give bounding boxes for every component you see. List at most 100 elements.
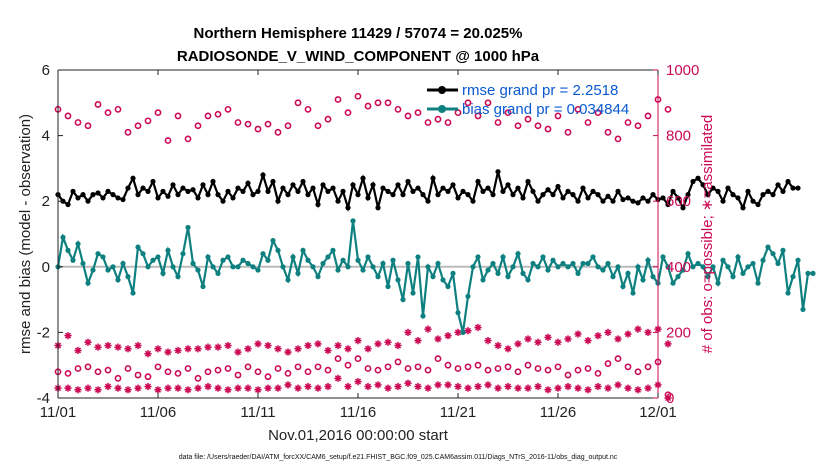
y-tick-label-left: 0 [42,259,50,276]
obs-possible-marker [304,368,312,376]
obs-assimilated-marker [214,384,222,392]
y-tick-label-right: 600 [666,193,691,210]
obs-possible-marker [244,120,252,128]
obs-assimilated-marker [594,332,602,340]
bias-point [210,264,216,270]
obs-possible-marker [234,371,242,379]
obs-possible-marker [234,119,242,126]
rmse-point [335,198,341,204]
obs-possible-marker [564,371,572,379]
bias-point [300,247,306,253]
bias-point [120,260,126,267]
bias-point [485,267,491,273]
obs-assimilated-marker [134,341,142,350]
legend-label-bias: bias grand pr = 0.034844 [462,101,629,118]
rmse-point [415,185,421,191]
bias-point [495,270,501,276]
obs-possible-marker [524,361,532,369]
obs-possible-marker [334,355,342,363]
rmse-point [105,188,111,194]
obs-possible-marker [574,105,582,113]
rmse-point [435,192,441,198]
rmse-point [475,178,481,185]
bias-point [670,280,676,286]
rmse-point [460,188,466,194]
obs-possible-marker [224,105,232,113]
rmse-point [130,175,136,181]
obs-assimilated-marker [104,382,112,391]
obs-assimilated-marker [284,348,292,356]
bias-point [260,251,266,257]
bias-point [315,274,321,280]
bias-point [745,264,751,270]
bias-point [525,277,531,283]
obs-possible-marker [484,99,492,107]
rmse-point [305,192,311,198]
obs-possible-marker [74,119,82,126]
obs-assimilated-marker [424,325,432,333]
bias-point [115,277,121,283]
obs-assimilated-marker [374,340,382,348]
obs-assimilated-marker [664,394,672,402]
bias-point [700,264,706,270]
bias-point [760,257,766,263]
footnote: data file: /Users/raeder/DAI/ATM_forcXX/… [179,454,618,461]
bias-point [390,257,396,263]
obs-assimilated-marker [434,335,442,343]
obs-possible-marker [294,363,302,371]
x-axis-label: Nov.01,2016 00:00:00 start [268,427,449,444]
rmse-point [725,185,731,191]
rmse-point [295,188,301,194]
bias-point [710,264,716,270]
obs-possible-marker [474,361,482,369]
obs-assimilated-marker [244,384,252,392]
y-tick-label-left: 2 [42,193,50,210]
rmse-point [715,188,721,194]
rmse-point [95,190,101,196]
bias-point [245,260,251,267]
obs-assimilated-marker [124,386,132,394]
legend: rmse grand pr = 2.2518 bias grand pr = 0… [427,82,629,118]
bias-point [550,257,556,263]
rmse-point [505,182,511,188]
rmse-point [645,198,651,204]
obs-assimilated-marker [214,343,222,351]
obs-possible-marker [404,112,412,120]
obs-assimilated-marker [354,337,362,345]
obs-assimilated-marker [74,386,82,394]
y-tick-label-left: -4 [37,390,50,407]
bias-point [380,260,386,267]
obs-assimilated-marker [84,384,92,392]
legend-label-rmse: rmse grand pr = 2.2518 [462,82,618,99]
obs-assimilated-marker [524,384,532,392]
obs-possible-marker [594,369,602,377]
bias-point [440,277,446,283]
obs-assimilated-marker [254,340,262,348]
obs-possible-marker [544,366,552,374]
obs-assimilated-marker [644,384,652,392]
obs-possible-marker [264,373,272,381]
bias-point [515,251,521,257]
obs-possible-marker [434,115,442,123]
bias-point [595,264,601,270]
obs-possible-marker [114,105,122,113]
y-axis-label-right: # of obs: o=possible; ∗=assimilated [699,115,716,354]
rmse-point [595,192,601,198]
bias-point [225,254,231,260]
rmse-point [140,185,146,191]
rmse-point [330,185,336,191]
legend-marker-rmse [438,86,446,94]
obs-possible-marker [374,366,382,374]
obs-possible-marker [324,366,332,374]
obs-assimilated-marker [194,384,202,392]
bias-point [280,264,286,270]
obs-possible-marker [134,371,142,379]
rmse-point [345,205,351,211]
bias-point [285,277,291,283]
bias-point [70,257,76,263]
y-tick-label-right: 1000 [666,62,699,79]
rmse-point [190,187,196,193]
rmse-point [705,192,711,198]
obs-possible-marker [464,99,472,107]
obs-assimilated-marker [414,337,422,345]
